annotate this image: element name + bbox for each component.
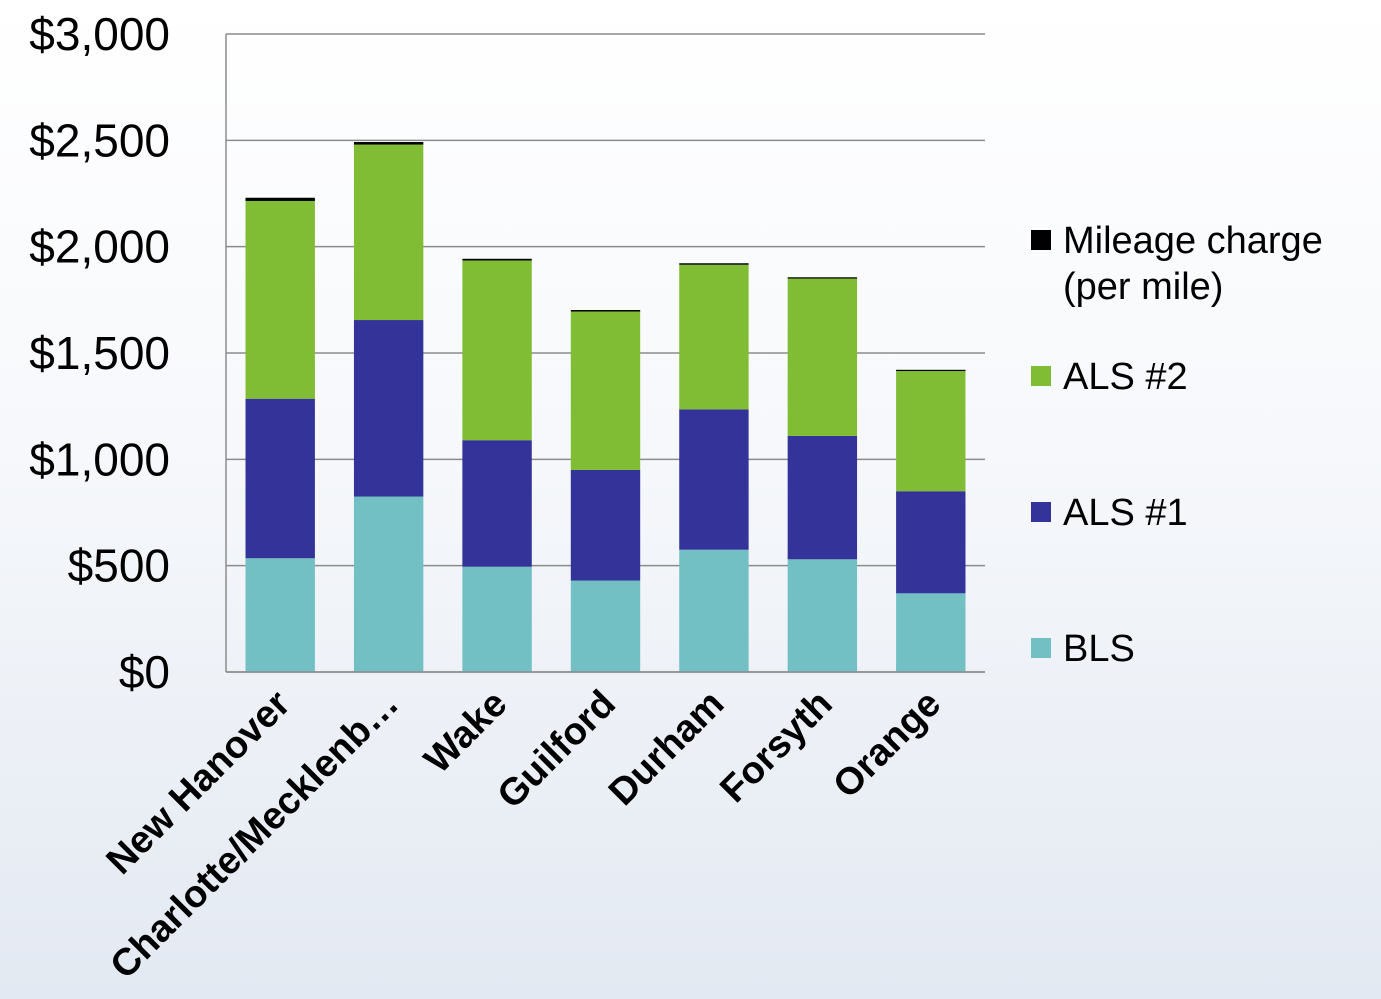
x-tick-label: Forsyth xyxy=(712,683,840,811)
bars xyxy=(245,142,966,672)
bar-als-2-charlotte-mecklenb xyxy=(353,144,424,321)
legend-swatch xyxy=(1031,638,1051,658)
y-tick-label: $3,000 xyxy=(29,8,170,60)
bar-bls-durham xyxy=(679,549,749,672)
bar-mileage-charge-per-mile-new-hanover xyxy=(245,197,315,201)
bar-mileage-charge-per-mile-wake xyxy=(462,258,532,261)
bar-als-1-forsyth xyxy=(787,435,858,560)
x-tick-label: New Hanover xyxy=(99,683,299,883)
bar-als-1-durham xyxy=(679,409,749,550)
legend-item-mileage-charge-per-mile: Mileage charge(per mile) xyxy=(1031,220,1323,308)
y-tick-label: $2,000 xyxy=(29,221,170,273)
bar-bls-new-hanover xyxy=(245,558,315,672)
x-tick-label: Durham xyxy=(601,683,732,814)
bar-als-2-durham xyxy=(679,264,749,410)
legend-label: Mileage charge xyxy=(1063,220,1323,262)
bar-als-2-wake xyxy=(462,260,532,441)
bar-mileage-charge-per-mile-orange xyxy=(896,369,966,372)
legend-label: ALS #1 xyxy=(1063,492,1188,534)
legend-label: (per mile) xyxy=(1063,266,1223,308)
y-tick-label: $500 xyxy=(68,540,170,592)
bar-als-1-orange xyxy=(896,491,966,594)
legend-item-als-1: ALS #1 xyxy=(1031,492,1188,534)
bar-mileage-charge-per-mile-guilford xyxy=(570,310,641,312)
y-tick-label: $1,500 xyxy=(29,327,170,379)
bar-als-1-guilford xyxy=(570,469,641,581)
legend-label: ALS #2 xyxy=(1063,356,1188,398)
legend-item-bls: BLS xyxy=(1031,628,1135,670)
y-axis: $0 $500 $1,000 $1,500 $2,000 $2,500 $3,000 xyxy=(29,8,227,698)
bar-mileage-charge-per-mile-durham xyxy=(679,263,749,265)
bar-als-2-forsyth xyxy=(787,278,858,436)
legend: Mileage charge(per mile) ALS #2 ALS #1 BLS xyxy=(1031,220,1323,670)
legend-swatch xyxy=(1031,366,1051,386)
bar-bls-orange xyxy=(896,593,966,672)
bar-als-2-orange xyxy=(896,371,966,492)
legend-swatch xyxy=(1031,502,1051,522)
bar-als-1-wake xyxy=(462,440,532,567)
legend-swatch xyxy=(1031,230,1051,250)
bar-bls-charlotte-mecklenb xyxy=(353,496,424,672)
bar-als-2-new-hanover xyxy=(245,200,315,399)
legend-label: BLS xyxy=(1063,628,1135,670)
x-tick-label: Wake xyxy=(417,683,516,782)
bar-als-1-charlotte-mecklenb xyxy=(353,320,424,497)
bar-als-1-new-hanover xyxy=(245,398,315,559)
x-tick-label: Orange xyxy=(825,683,949,807)
bar-bls-forsyth xyxy=(787,559,858,672)
bar-als-2-guilford xyxy=(570,311,641,470)
bar-bls-guilford xyxy=(570,580,641,672)
x-tick-label: Guilford xyxy=(490,683,624,817)
bar-mileage-charge-per-mile-charlotte-mecklenb xyxy=(353,142,424,145)
bar-mileage-charge-per-mile-forsyth xyxy=(787,277,858,279)
y-tick-label: $1,000 xyxy=(29,433,170,485)
y-tick-label: $0 xyxy=(119,646,170,698)
bar-bls-wake xyxy=(462,566,532,672)
legend-item-als-2: ALS #2 xyxy=(1031,356,1188,398)
y-tick-label: $2,500 xyxy=(29,114,170,166)
